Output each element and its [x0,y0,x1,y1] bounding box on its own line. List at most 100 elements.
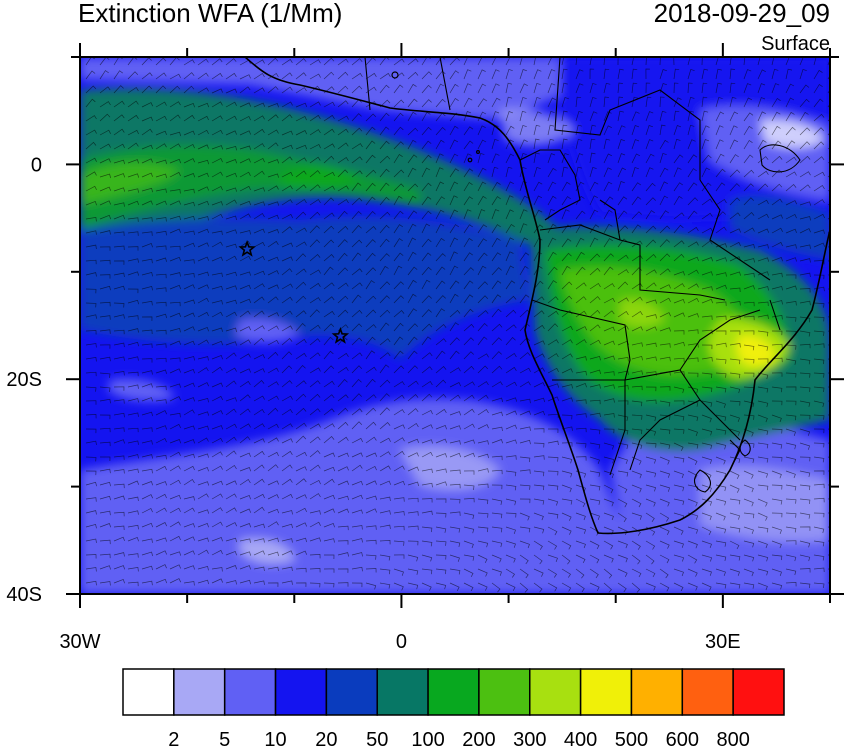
wind-barb [491,540,503,548]
wind-barb [645,182,656,192]
wind-barb [295,522,308,528]
wind-barb [253,506,265,514]
wind-barb [421,336,432,346]
wind-barb [687,256,699,262]
wind-barb [113,100,125,108]
wind-barb [491,469,503,475]
x-tick-label: 0 [396,631,407,653]
wind-barb [379,352,391,360]
wind-barb [463,351,474,360]
wind-barb [617,428,629,435]
wind-barb [449,526,461,533]
wind-barb [169,256,182,262]
wind-barb [225,187,237,192]
wind-barb [393,195,403,206]
wind-barb [127,468,139,473]
wind-barb [267,423,279,430]
wind-barb [659,343,671,348]
wind-barb [533,568,544,577]
wind-barb [113,187,126,192]
wind-barb [463,365,475,374]
y-tick-label: 0 [31,154,42,176]
wind-barb [659,239,670,248]
wind-barb [99,539,111,545]
wind-barb [141,343,153,348]
wind-barb [491,526,503,533]
wind-barb [715,470,727,478]
wind-barb [141,242,153,248]
wind-barb [155,57,167,66]
wind-barb [323,568,335,573]
wind-barb [589,568,599,579]
wind-barb [309,480,321,486]
wind-barb [687,226,699,234]
wind-barb [477,195,487,206]
wind-barb [505,153,515,164]
wind-barb [365,366,377,374]
wind-barb [449,367,461,374]
wind-barb [435,526,447,533]
wind-barb [799,57,808,66]
wind-barb [169,507,181,514]
wind-barb [603,484,614,494]
wind-barb [365,554,377,560]
wind-barb [379,112,390,122]
wind-barb [799,141,811,150]
wind-barb [743,243,755,249]
wind-barb [785,285,797,290]
wind-barb [253,201,266,206]
wind-barb [99,70,109,80]
wind-barb [491,397,504,403]
wind-barb [239,213,251,220]
wind-barb [421,295,432,304]
wind-barb [477,224,488,234]
wind-barb [239,394,251,402]
wind-barb [197,509,210,514]
wind-barb [295,393,307,402]
wind-barb [477,568,488,577]
wind-barb [505,224,515,234]
wind-barb [561,209,570,220]
wind-barb [673,371,685,376]
wind-barb [757,83,766,94]
wind-barb [239,467,252,472]
wind-barb [211,354,223,360]
wind-barb [99,441,111,447]
wind-barb [337,309,349,318]
wind-barb [813,414,825,420]
wind-barb [603,582,613,593]
wind-barb [267,537,279,543]
wind-barb [533,498,545,505]
wind-barb [589,152,596,164]
wind-barb [253,73,265,80]
wind-barb [631,370,643,375]
wind-barb [113,245,125,251]
wind-barb [715,568,726,577]
wind-barb [85,414,97,419]
wind-barb [337,480,350,486]
wind-barb [813,358,825,365]
wind-barb [729,169,741,178]
wind-barb [379,393,390,402]
wind-barb [589,384,601,389]
wind-barb [701,400,713,407]
wind-barb [743,372,755,378]
wind-barb [715,68,722,80]
wind-barb [687,197,699,206]
wind-barb [435,338,447,346]
wind-barb [491,484,503,490]
wind-barb [295,184,307,192]
wind-barb [295,102,308,108]
wind-barb [295,144,308,150]
wind-barb [267,381,279,388]
wind-barb [197,115,209,122]
country-borders [364,57,801,493]
wind-barb [183,114,195,122]
wind-barb [785,554,797,562]
wind-barb [785,57,794,66]
wind-barb [645,414,657,422]
wind-barb [771,125,781,136]
wind-barb [659,268,671,276]
wind-barb [645,399,657,405]
wind-barb [673,341,685,347]
